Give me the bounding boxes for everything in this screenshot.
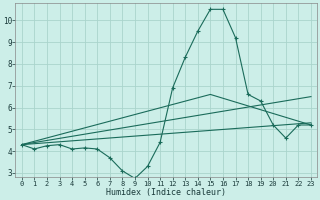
X-axis label: Humidex (Indice chaleur): Humidex (Indice chaleur) [106,188,226,197]
